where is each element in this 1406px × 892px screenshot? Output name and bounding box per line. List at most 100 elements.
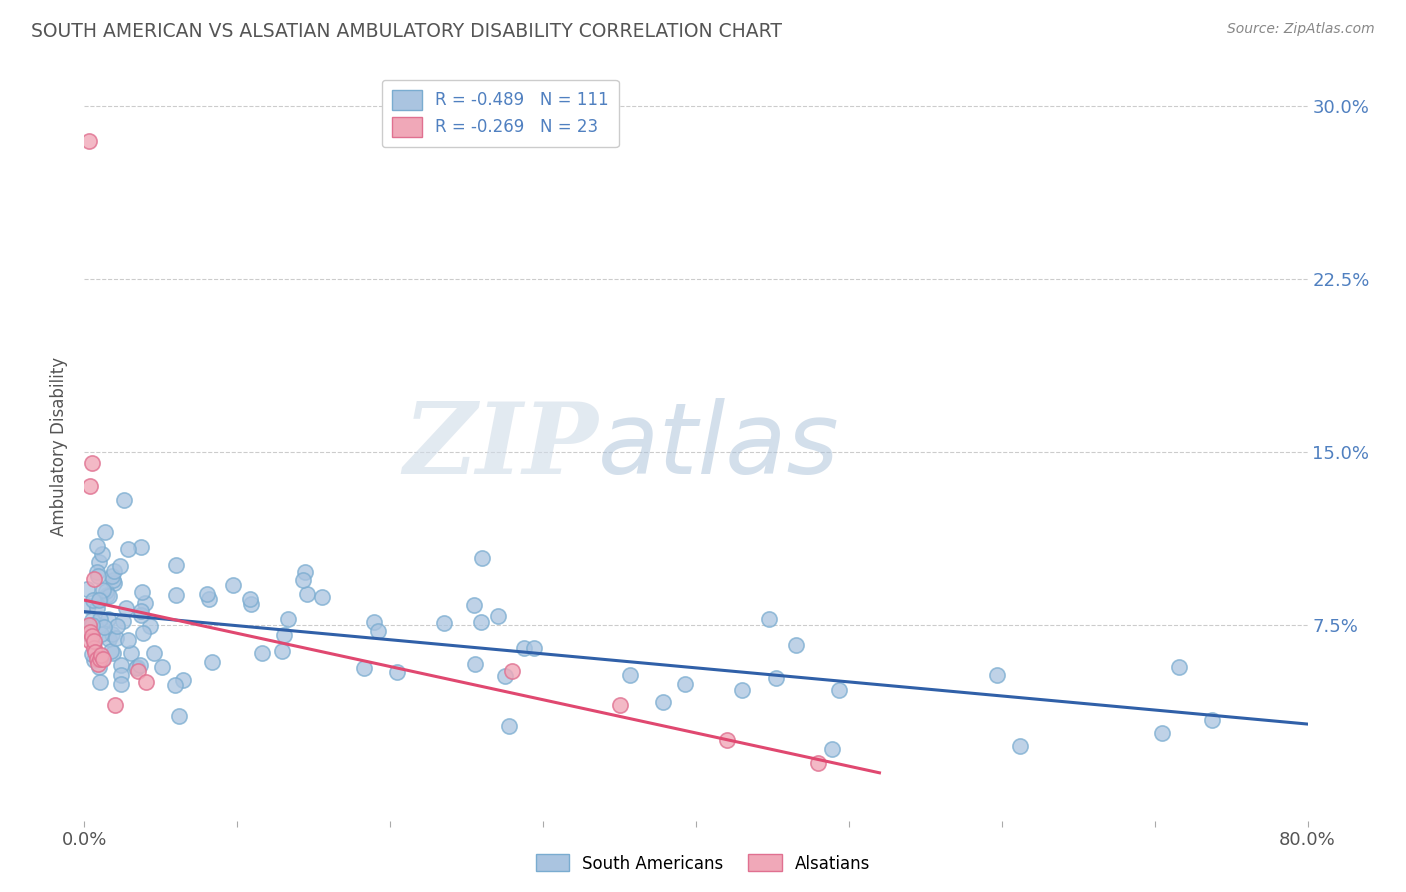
Point (1152, 726, 1174, 740)
Point (385, 665, 408, 680)
Point (110, 668, 132, 682)
Point (77, 599, 100, 614)
Point (222, 577, 245, 591)
Point (124, 661, 146, 675)
Point (807, 756, 830, 770)
Point (79, 627, 101, 641)
Point (353, 661, 375, 675)
Point (651, 695, 673, 709)
Point (464, 657, 486, 672)
Point (271, 644, 294, 658)
Point (143, 646, 166, 660)
Point (117, 632, 139, 647)
Point (83, 640, 105, 655)
Point (129, 658, 152, 673)
Point (471, 550, 494, 565)
Point (1168, 660, 1191, 674)
Point (79, 624, 101, 639)
Point (673, 677, 696, 691)
Point (470, 615, 492, 629)
Point (131, 541, 153, 555)
Point (502, 664, 524, 678)
Point (87, 660, 110, 674)
Point (100, 644, 122, 658)
Point (101, 626, 124, 640)
Point (758, 612, 780, 626)
Point (131, 585, 153, 599)
Point (79, 633, 101, 648)
Point (619, 667, 641, 681)
Point (101, 569, 124, 583)
Point (91, 652, 114, 666)
Point (828, 683, 851, 698)
Point (1201, 713, 1223, 727)
Point (129, 604, 152, 618)
Point (94, 584, 117, 599)
Point (150, 660, 173, 674)
Point (294, 566, 316, 580)
Point (89, 617, 111, 632)
Point (80, 613, 103, 627)
Point (127, 659, 149, 673)
Point (76, 624, 98, 638)
Point (169, 709, 191, 723)
Point (84, 645, 107, 659)
Point (96, 588, 118, 602)
Point (494, 668, 516, 682)
Point (463, 599, 485, 613)
Point (114, 600, 136, 615)
Point (986, 668, 1008, 682)
Legend: R = -0.489   N = 111, R = -0.269   N = 23: R = -0.489 N = 111, R = -0.269 N = 23 (382, 79, 619, 147)
Point (785, 639, 807, 653)
Point (112, 614, 135, 628)
Point (129, 607, 152, 622)
Point (239, 597, 262, 611)
Text: Source: ZipAtlas.com: Source: ZipAtlas.com (1227, 22, 1375, 37)
Point (821, 742, 844, 756)
Point (107, 618, 129, 632)
Point (311, 590, 333, 604)
Point (83, 633, 105, 648)
Point (77, 621, 100, 635)
Point (98, 589, 121, 603)
Point (117, 542, 139, 557)
Point (91, 583, 114, 598)
Point (86, 540, 108, 554)
Point (104, 698, 127, 713)
Point (609, 698, 631, 713)
Text: atlas: atlas (598, 398, 839, 494)
Point (110, 658, 132, 673)
Point (252, 646, 274, 660)
Point (83, 653, 105, 667)
Point (86, 652, 108, 666)
Point (76, 582, 98, 596)
Point (291, 573, 314, 587)
Point (89, 652, 111, 666)
Point (135, 675, 157, 690)
Point (87, 657, 110, 671)
Point (120, 646, 142, 660)
Point (90, 648, 112, 662)
Point (101, 574, 124, 588)
Point (486, 608, 509, 623)
Point (110, 558, 132, 573)
Point (198, 592, 221, 607)
Point (163, 678, 186, 692)
Point (273, 628, 295, 642)
Point (165, 558, 187, 573)
Point (80, 647, 103, 661)
Point (87, 555, 110, 569)
Point (97, 632, 120, 646)
Point (103, 564, 125, 578)
Point (731, 683, 754, 698)
Point (86, 601, 108, 615)
Point (80, 629, 103, 643)
Point (94, 524, 117, 539)
Point (172, 673, 194, 688)
Point (765, 671, 787, 685)
Point (195, 587, 218, 601)
Point (132, 626, 155, 640)
Point (295, 587, 318, 601)
Point (165, 588, 187, 602)
Point (716, 733, 738, 747)
